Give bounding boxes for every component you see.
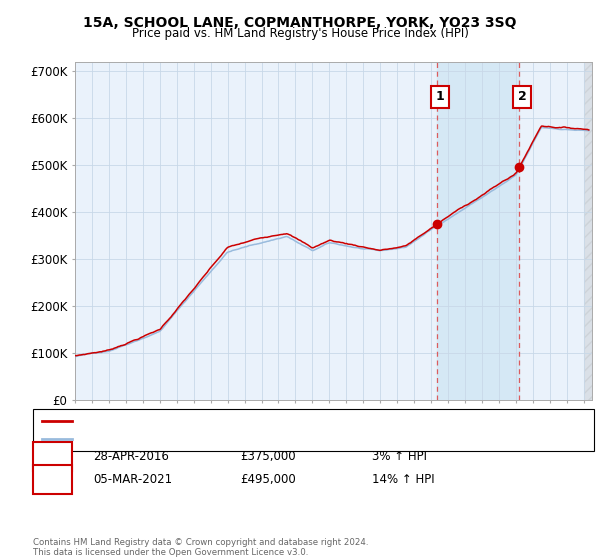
Text: 15A, SCHOOL LANE, COPMANTHORPE, YORK, YO23 3SQ: 15A, SCHOOL LANE, COPMANTHORPE, YORK, YO… [83, 16, 517, 30]
Text: 15A, SCHOOL LANE, COPMANTHORPE, YORK, YO23 3SQ (detached house): 15A, SCHOOL LANE, COPMANTHORPE, YORK, YO… [78, 416, 482, 426]
Text: 28-APR-2016: 28-APR-2016 [93, 450, 169, 463]
Text: HPI: Average price, detached house, York: HPI: Average price, detached house, York [78, 434, 303, 444]
Text: 2: 2 [49, 473, 56, 487]
Text: 2: 2 [518, 90, 527, 104]
Text: Price paid vs. HM Land Registry's House Price Index (HPI): Price paid vs. HM Land Registry's House … [131, 27, 469, 40]
Text: 1: 1 [436, 90, 444, 104]
Text: £495,000: £495,000 [240, 473, 296, 487]
Text: 05-MAR-2021: 05-MAR-2021 [93, 473, 172, 487]
Text: 3% ↑ HPI: 3% ↑ HPI [372, 450, 427, 463]
Text: £375,000: £375,000 [240, 450, 296, 463]
Text: 1: 1 [49, 450, 56, 463]
Text: Contains HM Land Registry data © Crown copyright and database right 2024.
This d: Contains HM Land Registry data © Crown c… [33, 538, 368, 557]
Text: 14% ↑ HPI: 14% ↑ HPI [372, 473, 434, 487]
Bar [584, 62, 592, 400]
Bar [437, 62, 519, 400]
Bar [584, 62, 592, 400]
